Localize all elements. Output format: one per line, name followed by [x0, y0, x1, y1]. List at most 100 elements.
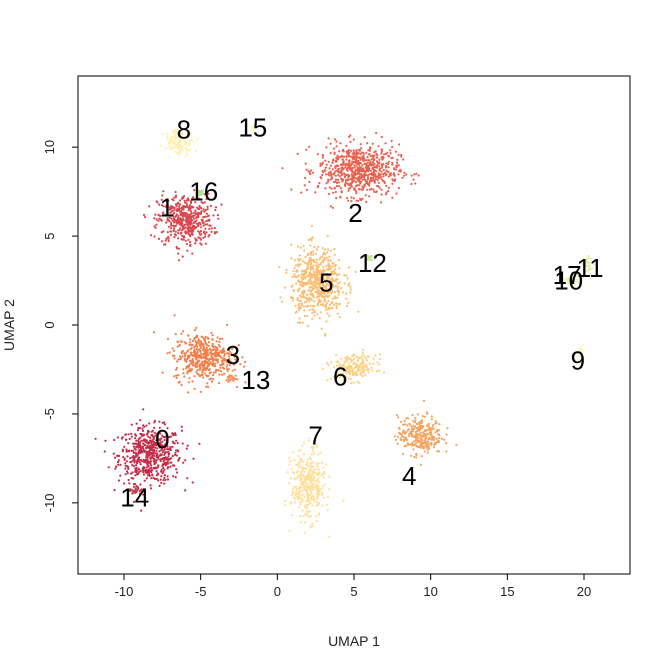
- cluster-point: [370, 177, 373, 180]
- cluster-point: [134, 489, 137, 493]
- cluster-point: [180, 131, 184, 134]
- cluster-point: [230, 361, 233, 364]
- cluster-point: [372, 159, 375, 162]
- cluster-label-15: 15: [238, 113, 267, 143]
- cluster-point: [225, 365, 228, 368]
- cluster-point: [329, 292, 333, 295]
- cluster-point: [204, 353, 207, 356]
- cluster-point: [306, 482, 310, 485]
- cluster-point: [194, 149, 198, 152]
- cluster-point: [190, 346, 193, 350]
- cluster-point: [290, 257, 293, 260]
- cluster-point: [365, 164, 368, 167]
- cluster-point: [160, 240, 164, 243]
- cluster-point: [341, 180, 344, 183]
- cluster-point: [192, 196, 195, 199]
- cluster-point: [362, 169, 365, 172]
- cluster-point: [354, 171, 357, 175]
- cluster-point: [218, 337, 222, 340]
- cluster-point: [345, 304, 349, 307]
- cluster-point: [422, 442, 425, 445]
- cluster-point: [301, 444, 304, 447]
- cluster-point: [169, 447, 172, 450]
- cluster-point: [349, 377, 352, 381]
- cluster-point: [378, 186, 381, 189]
- cluster-point: [321, 504, 324, 507]
- cluster-point: [426, 445, 429, 448]
- cluster-point: [385, 164, 388, 168]
- cluster-point: [346, 163, 349, 166]
- cluster-point: [203, 356, 206, 359]
- cluster-point: [315, 286, 318, 289]
- cluster-point: [350, 178, 353, 181]
- cluster-point: [184, 489, 187, 492]
- cluster-point: [153, 458, 156, 461]
- cluster-point: [320, 487, 324, 490]
- cluster-point: [360, 188, 363, 191]
- cluster-point: [185, 447, 188, 450]
- cluster-point: [162, 190, 165, 193]
- cluster-point: [214, 364, 217, 367]
- cluster-point: [321, 161, 324, 164]
- cluster-point: [354, 185, 357, 188]
- cluster-point: [376, 178, 379, 181]
- cluster-point: [200, 201, 203, 204]
- cluster-point: [157, 457, 160, 460]
- cluster-point: [121, 436, 124, 439]
- cluster-point: [175, 454, 178, 457]
- cluster-point: [161, 440, 164, 443]
- cluster-point: [148, 447, 152, 450]
- cluster-point: [164, 456, 167, 459]
- cluster-point: [298, 283, 302, 286]
- cluster-point: [300, 494, 304, 497]
- cluster-point: [307, 238, 310, 241]
- cluster-point: [320, 177, 323, 180]
- cluster-point: [197, 341, 200, 344]
- cluster-point: [232, 379, 235, 383]
- cluster-point: [199, 206, 202, 209]
- cluster-point: [304, 484, 307, 487]
- cluster-point: [171, 454, 174, 458]
- cluster-point: [350, 196, 353, 199]
- cluster-point: [182, 235, 186, 238]
- cluster-point: [234, 374, 237, 377]
- cluster-point: [338, 302, 341, 305]
- cluster-point: [167, 435, 170, 439]
- cluster-point: [329, 377, 332, 380]
- cluster-point: [316, 490, 319, 493]
- cluster-point: [299, 476, 302, 479]
- cluster-point: [204, 233, 207, 236]
- cluster-point: [360, 174, 364, 177]
- cluster-point: [333, 271, 336, 274]
- cluster-point: [360, 177, 363, 180]
- cluster-point: [149, 444, 152, 447]
- cluster-point: [177, 252, 180, 255]
- cluster-point: [365, 151, 368, 154]
- cluster-point: [311, 317, 314, 320]
- cluster-point: [417, 425, 420, 429]
- cluster-point: [333, 138, 337, 141]
- cluster-point: [334, 284, 338, 287]
- cluster-point: [128, 482, 131, 485]
- cluster-point: [329, 267, 332, 270]
- cluster-point: [233, 377, 236, 380]
- cluster-point: [318, 489, 321, 492]
- cluster-point: [327, 299, 330, 303]
- cluster-point: [391, 145, 394, 149]
- cluster-point: [392, 172, 395, 175]
- cluster-point: [221, 373, 224, 376]
- cluster-point: [404, 423, 407, 426]
- cluster-point: [286, 471, 289, 474]
- cluster-point: [185, 342, 188, 345]
- cluster-point: [355, 162, 358, 165]
- cluster-point: [377, 176, 380, 179]
- cluster-point: [186, 216, 189, 219]
- cluster-point: [164, 213, 167, 216]
- cluster-point: [430, 438, 433, 441]
- cluster-point: [325, 306, 328, 309]
- cluster-point: [313, 314, 316, 317]
- cluster-point: [318, 290, 321, 293]
- cluster-point: [158, 420, 161, 423]
- cluster-point: [586, 265, 589, 268]
- cluster-point: [378, 165, 381, 168]
